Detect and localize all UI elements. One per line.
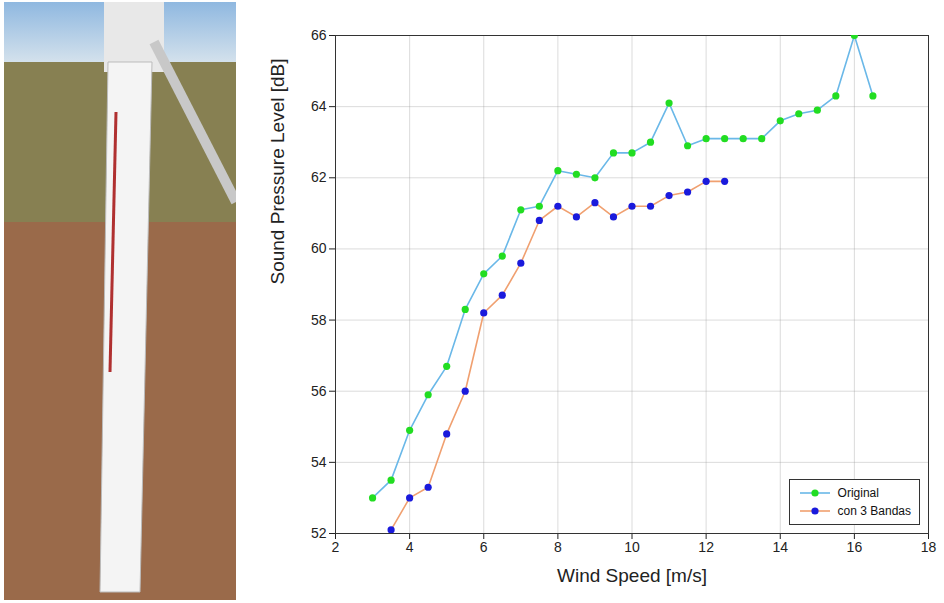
svg-text:18: 18	[921, 539, 937, 555]
svg-text:12: 12	[698, 539, 714, 555]
svg-text:Wind Speed [m/s]: Wind Speed [m/s]	[557, 565, 707, 586]
svg-text:8: 8	[554, 539, 562, 555]
svg-text:4: 4	[406, 539, 414, 555]
svg-text:16: 16	[847, 539, 863, 555]
svg-text:52: 52	[311, 525, 327, 541]
svg-text:62: 62	[311, 169, 327, 185]
svg-text:54: 54	[311, 454, 327, 470]
html-text:Original: Original	[837, 486, 879, 500]
html-text:con 3 Bandas: con 3 Bandas	[837, 504, 911, 518]
svg-text:56: 56	[311, 383, 327, 399]
svg-text:58: 58	[311, 312, 327, 328]
svg-text:Sound Pressure Level [dB]: Sound Pressure Level [dB]	[267, 58, 288, 284]
svg-text:14: 14	[772, 539, 788, 555]
svg-text:6: 6	[480, 539, 488, 555]
svg-text:2: 2	[332, 539, 340, 555]
svg-text:66: 66	[311, 27, 327, 43]
svg-text:64: 64	[311, 98, 327, 114]
svg-text:60: 60	[311, 240, 327, 256]
svg-text:10: 10	[624, 539, 640, 555]
